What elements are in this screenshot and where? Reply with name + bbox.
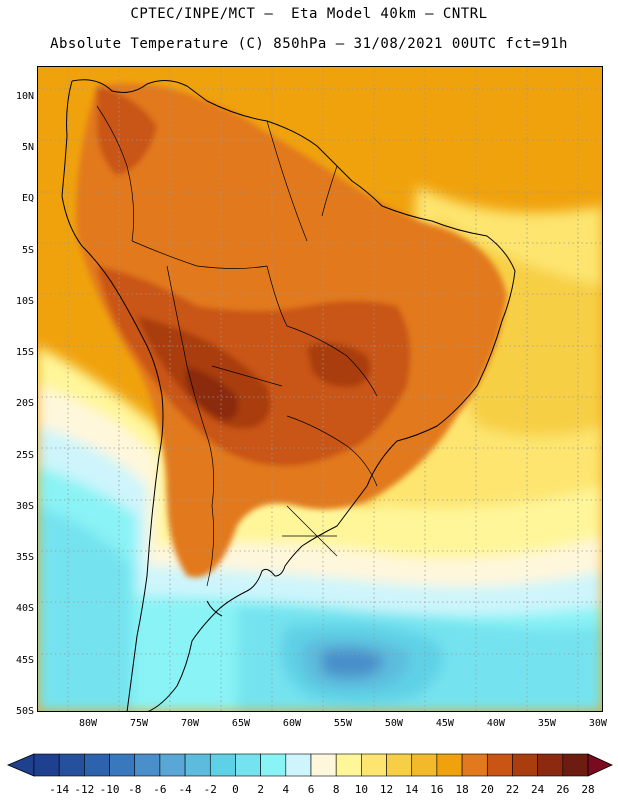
colorbar-tick-label: 26 (556, 783, 570, 796)
colorbar-tick-label: 18 (455, 783, 469, 796)
lat-tick-label: 30S (15, 500, 34, 512)
colorbar-swatch (310, 753, 337, 777)
colorbar-tick-label: -14 (49, 783, 70, 796)
colorbar-tick-label: -6 (153, 783, 167, 796)
lon-tick-label: 70W (180, 718, 199, 729)
lon-tick-label: 75W (129, 718, 148, 729)
country-borders (96, 105, 378, 587)
lon-tick-label: 40W (486, 718, 505, 729)
colorbar-swatch (33, 753, 60, 777)
band-very-light-cyan (37, 426, 603, 638)
colorbar (6, 753, 613, 777)
colorbar-tick-label: 8 (332, 783, 340, 796)
colorbar-swatch (159, 753, 186, 777)
colorbar-tick-label: 2 (257, 783, 264, 796)
lat-tick-label: 10N (15, 90, 34, 102)
lat-tick-label: 5N (21, 142, 34, 154)
colorbar-tick-label: -8 (128, 783, 142, 796)
map-panel (37, 66, 603, 712)
colorbar-tick-label: 24 (531, 783, 545, 796)
lon-tick-label: 60W (282, 718, 301, 729)
band-north-east-orange (137, 94, 260, 176)
colorbar-tick-label: 14 (405, 783, 419, 796)
chart-title-line2: Absolute Temperature (C) 850hPa – 31/08/… (50, 36, 568, 52)
colorbar-swatch (537, 753, 564, 777)
lon-tick-label: 30W (588, 718, 607, 729)
lat-tick-label: 40S (15, 603, 34, 615)
colorbar-swatch (411, 753, 438, 777)
colorbar-tick-label: 22 (505, 783, 520, 796)
colorbar-tick-label: 28 (581, 783, 595, 796)
colorbar-swatch (58, 753, 85, 777)
colorbar-tick-label: -2 (203, 783, 217, 796)
map-frame (37, 66, 603, 712)
lat-tick-label: 35S (15, 552, 34, 564)
lon-tick-label: 35W (537, 718, 556, 729)
colorbar-tick-label: 4 (282, 783, 290, 796)
colorbar-tick-label: 20 (480, 783, 494, 796)
band-deep-core (322, 648, 383, 678)
colorbar-arrow-high (587, 753, 613, 777)
band-darkest-red (185, 366, 239, 421)
colorbar-swatch (436, 753, 463, 777)
band-north-orange (97, 86, 157, 176)
lat-tick-label: 15S (15, 347, 34, 359)
colorbar-tick-label: -12 (74, 783, 95, 796)
colorbar-swatch (84, 753, 110, 777)
lat-tick-label: 20S (15, 398, 34, 410)
band-red-orange-land (97, 266, 411, 466)
lat-tick-label: 45S (15, 654, 34, 666)
colorbar-swatch (386, 753, 413, 777)
colorbar-swatch (335, 753, 362, 777)
lon-tick-label: 80W (78, 718, 98, 729)
lon-tick-label: 50W (384, 718, 403, 729)
colorbar-swatch (184, 753, 211, 777)
colorbar-swatch (562, 753, 589, 777)
temperature-map (37, 66, 603, 712)
colorbar-arrow-low (6, 753, 35, 777)
colorbar-tick-label: 6 (307, 783, 315, 796)
colorbar-swatch (361, 753, 387, 777)
colorbar-swatch (512, 753, 538, 777)
band-dark-red-east (307, 342, 371, 387)
colorbar-swatch (285, 753, 312, 777)
colorbar-tick-label: 0 (232, 783, 239, 796)
lon-tick-label: 65W (231, 718, 250, 729)
lon-tick-label: 55W (333, 718, 352, 729)
chart-title-line1: CPTEC/INPE/MCT – Eta Model 40km – CNTRL (130, 6, 488, 22)
colorbar-swatch (134, 753, 161, 777)
lat-tick-label: 25S (15, 449, 34, 461)
colorbar-swatch (486, 753, 513, 777)
colorbar-tick-label: -4 (178, 783, 192, 796)
colorbar-swatch (109, 753, 136, 777)
colorbar-swatch (235, 753, 261, 777)
colorbar-tick-label: 10 (354, 783, 368, 796)
lat-tick-label: 10S (15, 295, 34, 307)
colorbar-swatch (209, 753, 236, 777)
colorbar-swatch (461, 753, 488, 777)
band-cyan (37, 506, 132, 712)
colorbar-tick-label: 16 (430, 783, 444, 796)
lat-tick-label: 50S (15, 706, 34, 717)
lon-tick-label: 45W (435, 718, 454, 729)
colorbar-swatch (260, 753, 287, 777)
lat-tick-label: EQ (21, 193, 34, 205)
lat-tick-label: 5S (21, 244, 34, 256)
colorbar-tick-label: -10 (99, 783, 120, 796)
colorbar-tick-label: 12 (379, 783, 394, 796)
